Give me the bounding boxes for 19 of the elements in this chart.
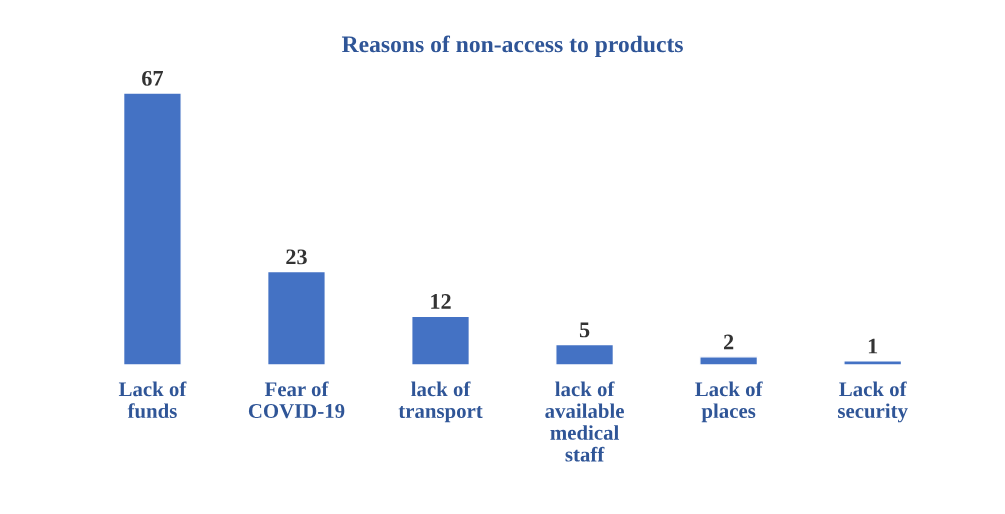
bar bbox=[266, 270, 326, 365]
bar bbox=[122, 92, 182, 365]
data-label: 23 bbox=[286, 249, 307, 265]
bar bbox=[843, 360, 903, 365]
data-label: 2 bbox=[724, 334, 734, 350]
x-tick-label: lack of available medical staff bbox=[545, 381, 624, 462]
x-tick-label: Lack of security bbox=[838, 381, 908, 423]
chart-title: Reasons of non-access to products bbox=[341, 35, 683, 58]
data-label: 1 bbox=[868, 338, 878, 354]
bar bbox=[411, 315, 471, 365]
x-tick-label: lack of transport bbox=[398, 381, 483, 423]
bar bbox=[699, 356, 759, 365]
data-label: 5 bbox=[579, 322, 590, 338]
x-tick-label: Lack of funds bbox=[118, 381, 187, 419]
x-tick-label: Lack of places bbox=[695, 381, 763, 423]
data-label: 12 bbox=[431, 294, 451, 309]
x-tick-label: Fear of COVID-19 bbox=[248, 381, 345, 419]
bar bbox=[555, 343, 615, 365]
data-label: 67 bbox=[142, 70, 163, 86]
